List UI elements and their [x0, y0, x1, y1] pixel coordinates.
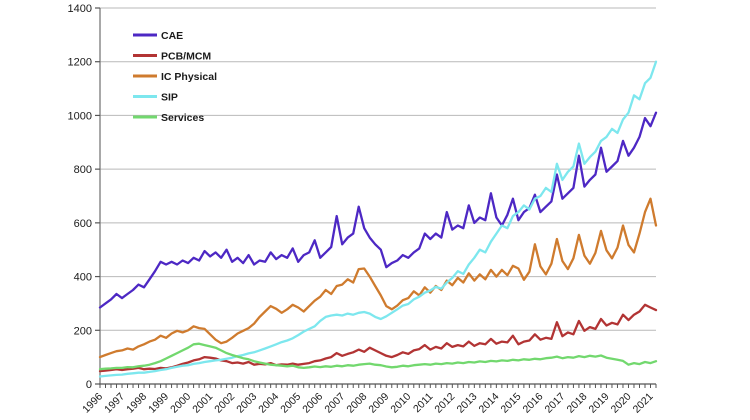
x-axis-label: 2013 — [454, 391, 479, 416]
legend-item-services: Services — [133, 112, 204, 124]
x-axis-label: 1997 — [102, 391, 127, 416]
x-axis-label: 2012 — [432, 391, 457, 416]
x-axis-label: 2018 — [565, 391, 590, 416]
y-axis-label: 600 — [74, 218, 92, 230]
legend-label-sip: SIP — [161, 92, 178, 104]
series-line-pcb-mcm — [98, 303, 658, 373]
legend-item-ic-physical: IC Physical — [133, 71, 217, 83]
series-line-sip — [98, 60, 658, 378]
x-axis-label: 2014 — [476, 391, 501, 416]
y-axis-label: 1200 — [68, 57, 92, 69]
x-axis-label: 1996 — [80, 391, 105, 416]
x-axis-label: 2020 — [609, 391, 634, 416]
x-axis-label: 2010 — [388, 391, 413, 416]
legend-label-pcb-mcm: PCB/MCM — [161, 51, 211, 63]
x-axis-label: 2005 — [278, 391, 303, 416]
y-axis-label: 1000 — [68, 110, 92, 122]
x-axis-label: 2008 — [344, 391, 369, 416]
y-axis-label: 1400 — [68, 3, 92, 15]
x-axis-label: 2001 — [190, 391, 215, 416]
legend-label-cae: CAE — [161, 30, 183, 42]
legend: CAE PCB/MCM IC Physical SIP Services — [133, 30, 217, 124]
x-axis-label: 2009 — [366, 391, 391, 416]
x-axis-label: 2003 — [234, 391, 259, 416]
legend-label-ic-physical: IC Physical — [161, 71, 217, 83]
legend-item-sip: SIP — [133, 92, 178, 104]
series-line-cae — [98, 111, 658, 309]
y-axis-label: 400 — [74, 272, 92, 284]
x-axis-label: 2000 — [168, 391, 193, 416]
y-axis-label: 200 — [74, 325, 92, 337]
x-axis-label: 2002 — [212, 391, 237, 416]
x-axis-label: 1998 — [124, 391, 149, 416]
x-axis-label: 2021 — [631, 391, 656, 416]
series-line-ic-physical — [98, 197, 658, 359]
x-axis-label: 2011 — [411, 391, 436, 416]
x-axis-label: 2015 — [498, 391, 523, 416]
x-axis-label: 2019 — [587, 391, 612, 416]
x-axis-label: 2004 — [256, 391, 281, 416]
x-axis-label: 2017 — [543, 391, 568, 416]
series-line-services — [98, 342, 658, 371]
x-axis-label: 2006 — [300, 391, 325, 416]
legend-label-services: Services — [161, 112, 204, 124]
legend-item-cae: CAE — [133, 30, 183, 42]
y-axis-label: 0 — [86, 379, 92, 391]
legend-item-pcb-mcm: PCB/MCM — [133, 51, 211, 63]
y-axis-label: 800 — [74, 164, 92, 176]
x-axis-label: 2007 — [322, 391, 347, 416]
x-axis-label: 2016 — [521, 391, 546, 416]
x-axis-label: 1999 — [146, 391, 171, 416]
